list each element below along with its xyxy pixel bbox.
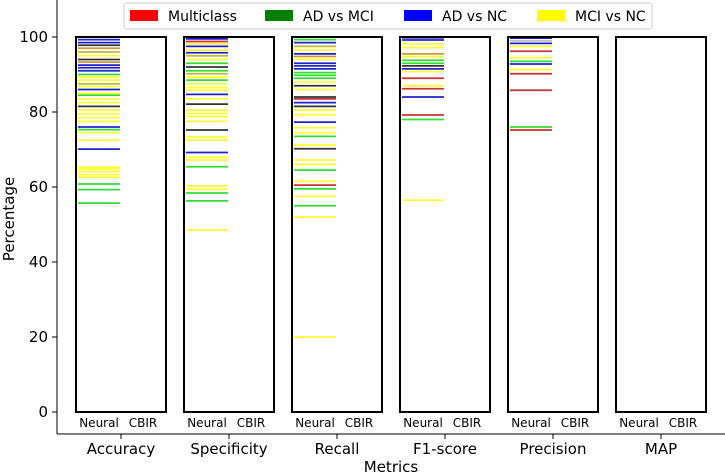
y-ticks: 0 20 40 60 80 100 (19, 28, 57, 421)
group-map (615, 36, 707, 413)
x-tick-label-map: MAP (645, 440, 677, 458)
x-ticks: Neural CBIR Accuracy Neural CBIR Specificity N… (79, 416, 697, 458)
y-tick-label-40: 40 (29, 253, 48, 271)
x-tick-label-specificity: Specificity (190, 440, 267, 458)
legend-swatch-multiclass (130, 10, 158, 21)
y-tick-label-60: 60 (29, 178, 48, 196)
legend-label-multiclass: Multiclass (168, 9, 237, 25)
group-box-precision (507, 36, 599, 413)
sublabel-cbir-f1-score: CBIR (453, 416, 482, 430)
sublabel-neural-specificity: Neural (187, 416, 227, 430)
legend: Multiclass AD vs MCI AD vs NC MCI vs NC (123, 2, 653, 30)
group-box-specificity (183, 36, 275, 413)
legend-swatch-ad-vs-nc (404, 10, 432, 21)
group-precision (507, 36, 599, 413)
legend-frame (123, 2, 653, 30)
legend-label-mci-vs-nc: MCI vs NC (575, 9, 646, 25)
sublabel-cbir-map: CBIR (669, 416, 698, 430)
sublabel-cbir-recall: CBIR (345, 416, 374, 430)
sublabel-cbir-specificity: CBIR (237, 416, 266, 430)
sublabel-neural-f1-score: Neural (403, 416, 443, 430)
group-accuracy (75, 36, 167, 413)
group-specificity (183, 36, 275, 413)
group-box-accuracy (75, 36, 167, 413)
y-tick-label-100: 100 (19, 28, 48, 46)
x-tick-label-recall: Recall (315, 440, 360, 458)
legend-label-ad-vs-nc: AD vs NC (442, 9, 507, 25)
bars-layer (75, 36, 707, 413)
x-axis-label: Metrics (364, 458, 419, 475)
group-box-f1-score (399, 36, 491, 413)
x-tick-label-precision: Precision (520, 440, 587, 458)
group-recall (291, 36, 383, 413)
sublabel-cbir-precision: CBIR (561, 416, 590, 430)
y-tick-label-0: 0 (38, 403, 48, 421)
x-tick-label-f1-score: F1-score (413, 440, 477, 458)
sublabel-neural-recall: Neural (295, 416, 335, 430)
group-box-map (615, 36, 707, 413)
sublabel-neural-precision: Neural (511, 416, 551, 430)
x-tick-label-accuracy: Accuracy (87, 440, 156, 458)
legend-label-ad-vs-mci: AD vs MCI (303, 9, 374, 25)
sublabel-cbir-accuracy: CBIR (129, 416, 158, 430)
y-tick-label-20: 20 (29, 328, 48, 346)
legend-swatch-mci-vs-nc (537, 10, 565, 21)
y-tick-label-80: 80 (29, 103, 48, 121)
y-axis-label: Percentage (0, 177, 18, 261)
sublabel-neural-map: Neural (619, 416, 659, 430)
group-box-recall (291, 36, 383, 413)
sublabel-neural-accuracy: Neural (79, 416, 119, 430)
group-f1-score (399, 36, 491, 413)
legend-swatch-ad-vs-mci (265, 10, 293, 21)
